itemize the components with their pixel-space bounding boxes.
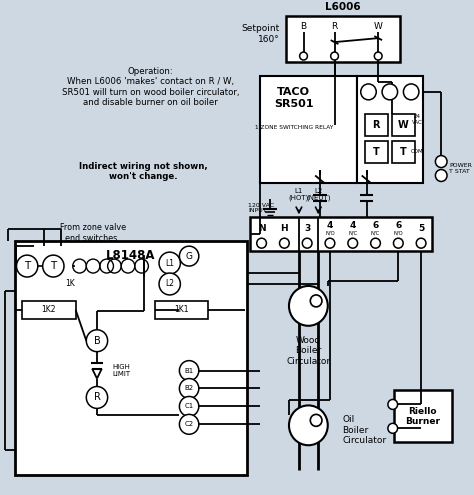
Text: B1: B1 — [184, 368, 194, 374]
Circle shape — [436, 155, 447, 167]
Text: T: T — [50, 261, 56, 271]
Circle shape — [325, 238, 335, 248]
Text: C2: C2 — [184, 421, 194, 427]
Circle shape — [179, 379, 199, 398]
Text: POWER
T STAT: POWER T STAT — [449, 163, 472, 174]
Circle shape — [374, 52, 382, 60]
Text: L1: L1 — [165, 258, 174, 268]
Text: Wood
Boiler
Circulator: Wood Boiler Circulator — [286, 336, 330, 365]
Text: Indirect wiring not shown,
won't change.: Indirect wiring not shown, won't change. — [79, 161, 208, 181]
Text: L2
(NEUT): L2 (NEUT) — [306, 188, 330, 201]
Text: L2: L2 — [165, 280, 174, 289]
Circle shape — [388, 423, 398, 433]
Circle shape — [289, 286, 328, 326]
Text: 1 ZONE SWITCHING RELAY: 1 ZONE SWITCHING RELAY — [255, 125, 333, 130]
Text: COM: COM — [410, 149, 423, 154]
Text: HIGH
LIMIT: HIGH LIMIT — [112, 364, 131, 377]
Circle shape — [300, 52, 308, 60]
Circle shape — [388, 399, 398, 409]
Text: 6: 6 — [373, 221, 379, 230]
Circle shape — [310, 295, 322, 307]
Text: 1K: 1K — [65, 280, 75, 289]
Text: 4: 4 — [327, 221, 333, 230]
Text: From zone valve
  end switches: From zone valve end switches — [60, 223, 126, 243]
Circle shape — [436, 169, 447, 182]
Circle shape — [43, 255, 64, 277]
Text: W: W — [398, 120, 409, 130]
Circle shape — [331, 52, 338, 60]
Circle shape — [348, 238, 357, 248]
Text: N/C: N/C — [348, 231, 357, 236]
Text: G: G — [186, 251, 192, 260]
Circle shape — [416, 238, 426, 248]
Circle shape — [289, 405, 328, 445]
Bar — [365, 114, 388, 136]
Bar — [286, 16, 401, 62]
Text: N/C: N/C — [371, 231, 380, 236]
Text: 120 VAC
INPUT: 120 VAC INPUT — [248, 202, 274, 213]
Text: 6: 6 — [395, 221, 401, 230]
Text: B2: B2 — [184, 386, 194, 392]
Circle shape — [361, 84, 376, 100]
Circle shape — [371, 238, 380, 248]
Circle shape — [302, 238, 312, 248]
Text: TACO
SR501: TACO SR501 — [274, 87, 314, 109]
Circle shape — [17, 255, 38, 277]
Circle shape — [257, 238, 266, 248]
Circle shape — [179, 414, 199, 434]
Bar — [365, 141, 388, 162]
Circle shape — [159, 252, 181, 274]
Circle shape — [179, 361, 199, 381]
Text: L1
(HOT): L1 (HOT) — [289, 188, 309, 201]
Text: L6006: L6006 — [326, 2, 361, 12]
Circle shape — [280, 238, 289, 248]
Text: C1: C1 — [184, 403, 194, 409]
Text: N: N — [258, 224, 265, 233]
Bar — [394, 391, 452, 442]
Text: R: R — [331, 22, 337, 31]
Circle shape — [86, 387, 108, 408]
Text: 3: 3 — [304, 224, 310, 233]
Text: T: T — [373, 147, 380, 156]
Bar — [22, 301, 76, 319]
Circle shape — [179, 246, 199, 266]
Bar — [155, 301, 209, 319]
Text: 1K2: 1K2 — [41, 305, 56, 314]
Text: Riello
Burner: Riello Burner — [405, 407, 440, 426]
Text: 1K1: 1K1 — [174, 305, 189, 314]
Text: B: B — [301, 22, 307, 31]
Text: L8148A: L8148A — [106, 248, 155, 262]
Text: Oil
Boiler
Circulator: Oil Boiler Circulator — [342, 415, 386, 445]
Text: Operation:
When L6006 'makes' contact on R / W,
SR501 will turn on wood boiler c: Operation: When L6006 'makes' contact on… — [62, 67, 239, 107]
Circle shape — [382, 84, 398, 100]
Bar — [357, 76, 423, 184]
Text: 5: 5 — [418, 224, 424, 233]
Circle shape — [159, 273, 181, 295]
Text: 24
VAC: 24 VAC — [411, 114, 422, 125]
Bar — [392, 114, 415, 136]
Bar — [392, 141, 415, 162]
Bar — [250, 217, 432, 251]
Text: R: R — [93, 393, 100, 402]
Circle shape — [393, 238, 403, 248]
Text: T: T — [24, 261, 30, 271]
Bar — [15, 241, 247, 475]
Circle shape — [179, 396, 199, 416]
Text: T: T — [400, 147, 407, 156]
Circle shape — [310, 414, 322, 426]
Text: W: W — [374, 22, 383, 31]
Text: 4: 4 — [349, 221, 356, 230]
Text: R: R — [373, 120, 380, 130]
Bar — [260, 76, 357, 184]
Text: Setpoint
160°: Setpoint 160° — [241, 24, 279, 44]
Circle shape — [86, 330, 108, 351]
Text: N/O: N/O — [325, 231, 335, 236]
Text: H: H — [281, 224, 288, 233]
Text: B: B — [93, 336, 100, 346]
Text: N/O: N/O — [393, 231, 403, 236]
Circle shape — [403, 84, 419, 100]
